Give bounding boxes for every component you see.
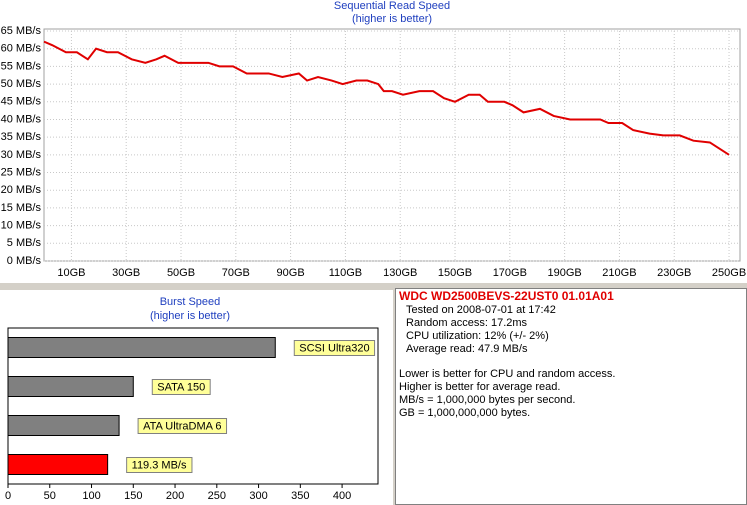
x-tick-label: 90GB — [277, 267, 305, 279]
drive-title: WDC WD2500BEVS-22UST0 01.01A01 — [399, 289, 614, 303]
bar-label-text: ATA UltraDMA 6 — [143, 420, 221, 432]
plot-area — [43, 28, 741, 262]
detail-line: CPU utilization: 12% (+/- 2%) — [406, 330, 549, 342]
y-tick-label: 65 MB/s — [1, 25, 42, 37]
chart-subtitle: (higher is better) — [352, 13, 432, 25]
x-tick-label: 70GB — [222, 267, 250, 279]
bar-label: 119.3 MB/s — [126, 457, 193, 473]
y-tick-label: 15 MB/s — [1, 202, 42, 214]
chart-title: Burst Speed — [160, 296, 221, 308]
bar-label-text: SATA 150 — [157, 381, 205, 393]
y-tick-label: 55 MB/s — [1, 60, 42, 72]
x-tick-label: 210GB — [602, 267, 636, 279]
detail-line: Tested on 2008-07-01 at 17:42 — [406, 304, 556, 316]
x-tick-label: 170GB — [493, 267, 527, 279]
x-tick-label: 190GB — [548, 267, 582, 279]
x-tick-label: 50GB — [167, 267, 195, 279]
y-tick-label: 60 MB/s — [1, 43, 42, 55]
info-panel: WDC WD2500BEVS-22UST0 01.01A01 Tested on … — [395, 288, 747, 505]
bar-label-text: SCSI Ultra320 — [299, 342, 369, 354]
bar-label: SCSI Ultra320 — [293, 340, 376, 356]
y-tick-label: 30 MB/s — [1, 149, 42, 161]
data-line — [43, 40, 730, 156]
x-tick-label: 100 — [82, 490, 100, 502]
x-tick-label: 50 — [44, 490, 56, 502]
y-tick-label: 10 MB/s — [1, 220, 42, 232]
note-line: GB = 1,000,000,000 bytes. — [399, 407, 531, 419]
y-tick-label: 40 MB/s — [1, 113, 42, 125]
bar — [7, 376, 134, 397]
x-tick-label: 300 — [249, 490, 267, 502]
bar-label: SATA 150 — [151, 379, 211, 395]
x-tick-label: 150GB — [438, 267, 472, 279]
detail-line: Average read: 47.9 MB/s — [406, 343, 528, 355]
note-line: Lower is better for CPU and random acces… — [399, 368, 616, 380]
y-tick-label: 25 MB/s — [1, 166, 42, 178]
y-tick-label: 35 MB/s — [1, 131, 42, 143]
x-tick-label: 130GB — [383, 267, 417, 279]
y-tick-label: 0 MB/s — [7, 255, 42, 267]
x-tick-label: 150 — [124, 490, 142, 502]
chart-title: Sequential Read Speed — [334, 0, 450, 12]
label-box — [293, 340, 376, 356]
x-tick-label: 250GB — [712, 267, 746, 279]
bar — [7, 415, 120, 436]
note-line: MB/s = 1,000,000 bytes per second. — [399, 394, 576, 406]
note-line: Higher is better for average read. — [399, 381, 561, 393]
chart-subtitle: (higher is better) — [150, 310, 230, 322]
x-tick-label: 400 — [333, 490, 351, 502]
x-tick-label: 350 — [291, 490, 309, 502]
x-tick-label: 10GB — [57, 267, 85, 279]
label-box — [137, 418, 228, 434]
x-tick-label: 110GB — [329, 267, 362, 279]
x-tick-label: 30GB — [112, 267, 140, 279]
bar-label: ATA UltraDMA 6 — [137, 418, 228, 434]
spacer — [396, 356, 746, 368]
y-tick-label: 5 MB/s — [7, 237, 42, 249]
label-box — [151, 379, 211, 395]
label-box — [126, 457, 193, 473]
x-tick-label: 200 — [166, 490, 184, 502]
bar — [7, 337, 276, 358]
x-tick-label: 230GB — [657, 267, 691, 279]
y-tick-label: 45 MB/s — [1, 96, 42, 108]
bar-label-text: 119.3 MB/s — [132, 459, 187, 471]
x-tick-label: 250 — [208, 490, 226, 502]
detail-line: Random access: 17.2ms — [406, 317, 528, 329]
y-tick-label: 50 MB/s — [1, 78, 42, 90]
y-tick-label: 20 MB/s — [1, 184, 42, 196]
x-tick-label: 0 — [5, 490, 11, 502]
bar — [7, 454, 109, 475]
